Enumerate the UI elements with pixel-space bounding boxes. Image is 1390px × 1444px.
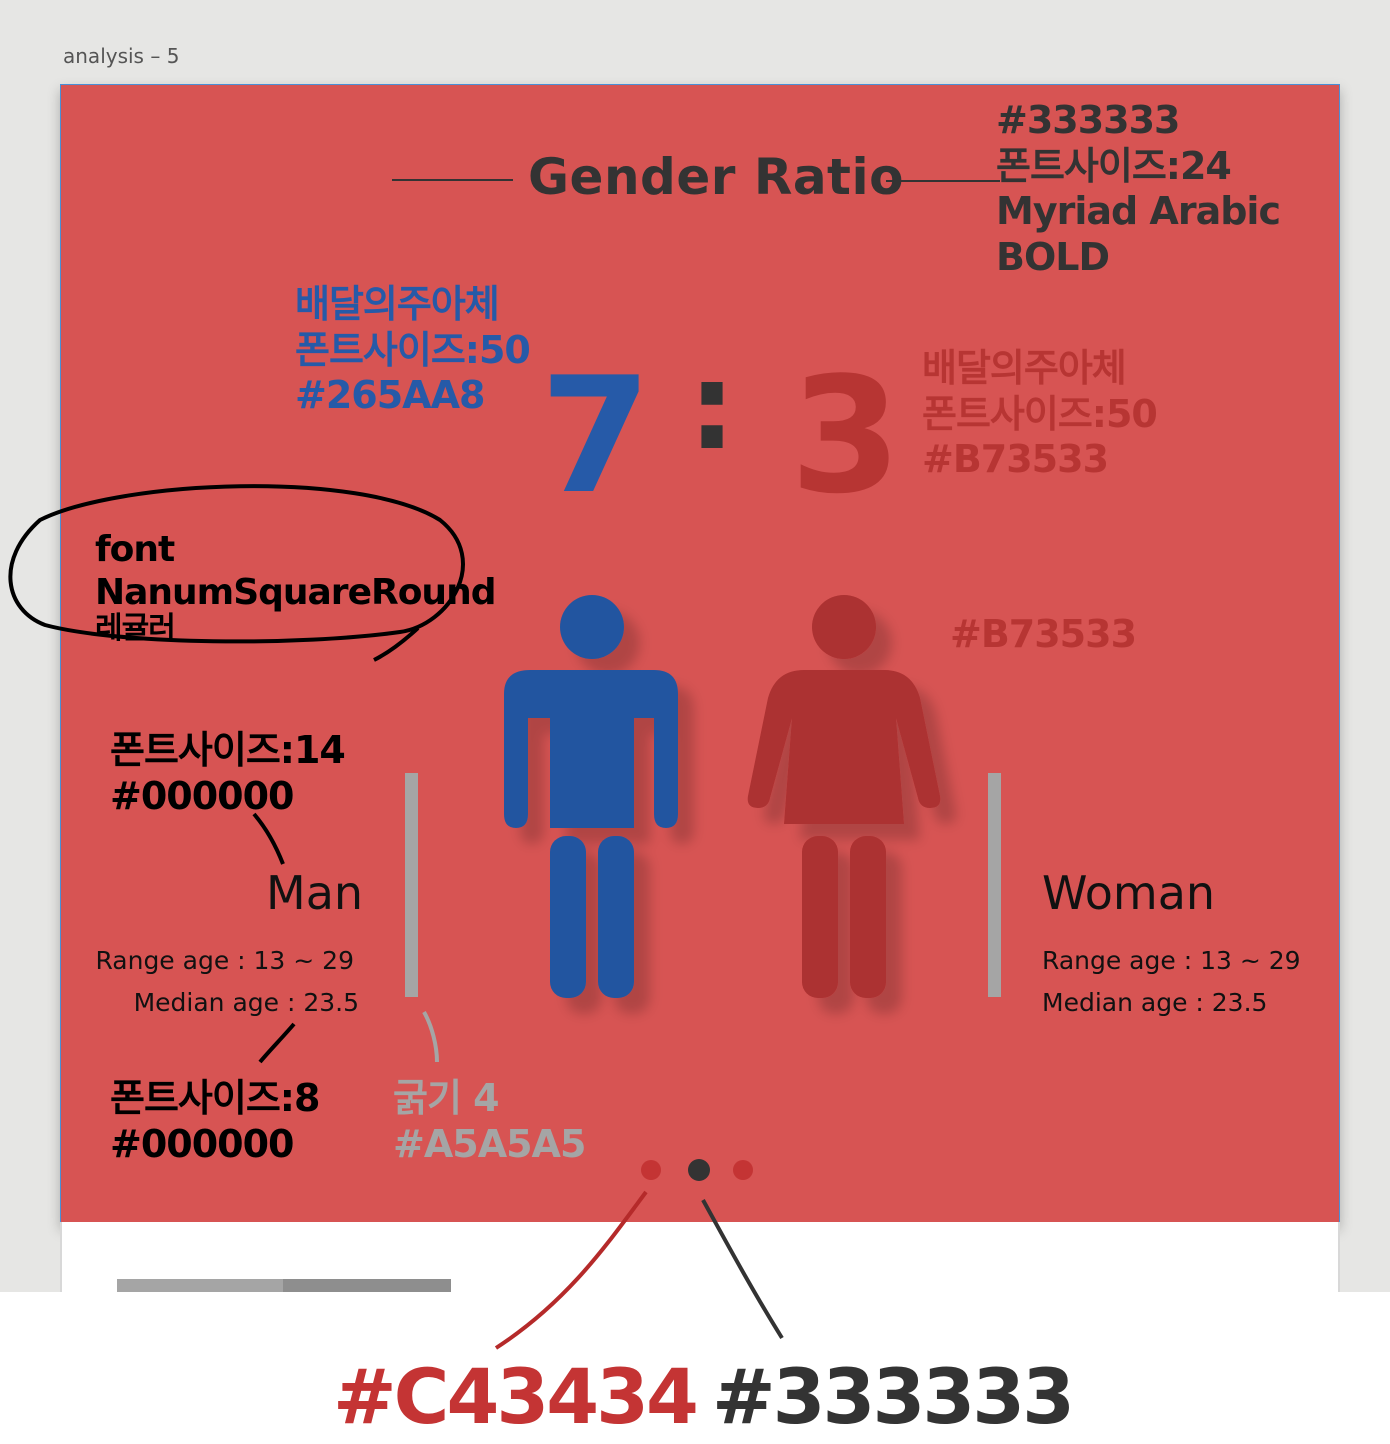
label-spec-annotation: 폰트사이즈:14 #000000 xyxy=(110,728,346,818)
woman-label: Woman xyxy=(1042,866,1216,920)
title-spec-annotation: #333333 폰트사이즈:24 Myriad Arabic BOLD xyxy=(996,98,1281,279)
hand-drawn-ellipse xyxy=(8,484,465,644)
woman-median-age: Median age : 23.5 xyxy=(1042,988,1268,1017)
bar-pointer xyxy=(422,1011,439,1063)
placeholder-bar xyxy=(117,1279,451,1292)
woman-icon xyxy=(747,595,941,998)
chart-title: Gender Ratio xyxy=(528,148,904,206)
hand-drawn-tail xyxy=(373,626,420,662)
frame-label: analysis – 5 xyxy=(63,44,180,68)
ratio-separator: : xyxy=(688,338,736,477)
font-spec-annotation: font NanumSquareRound 레귤러 xyxy=(95,529,496,647)
man-icon xyxy=(504,595,678,998)
ratio-woman: 3 xyxy=(790,342,902,529)
woman-number-spec-annotation: 배달의주아체 폰트사이즈:50 #B73533 xyxy=(922,346,1158,482)
man-median-age: Median age : 23.5 xyxy=(133,988,359,1017)
man-label: Man xyxy=(266,866,364,920)
dot-red-color-annotation: #C43434 xyxy=(333,1352,699,1441)
woman-range-age: Range age : 13 ~ 29 xyxy=(1042,946,1301,975)
ratio-man: 7 xyxy=(540,342,652,529)
icon-color-annotation: #B73533 xyxy=(950,612,1137,656)
page-dot-1[interactable] xyxy=(641,1160,661,1180)
man-divider-bar xyxy=(405,773,418,997)
small-text-pointer xyxy=(258,1022,296,1064)
small-text-spec-annotation: 폰트사이즈:8 #000000 xyxy=(110,1076,320,1166)
red-dot-pointer xyxy=(494,1190,648,1350)
dot-dark-color-annotation: #333333 xyxy=(712,1352,1075,1441)
page-dot-2-active[interactable] xyxy=(688,1159,710,1181)
man-number-spec-annotation: 배달의주아체 폰트사이즈:50 #265AA8 xyxy=(295,282,531,418)
man-range-age: Range age : 13 ~ 29 xyxy=(95,946,354,975)
artboard xyxy=(60,84,1340,1224)
dark-dot-pointer xyxy=(701,1199,784,1340)
page-dot-3[interactable] xyxy=(733,1160,753,1180)
bar-spec-annotation: 굵기 4 #A5A5A5 xyxy=(393,1076,586,1166)
man-label-pointer xyxy=(252,812,285,865)
woman-divider-bar xyxy=(988,773,1001,997)
